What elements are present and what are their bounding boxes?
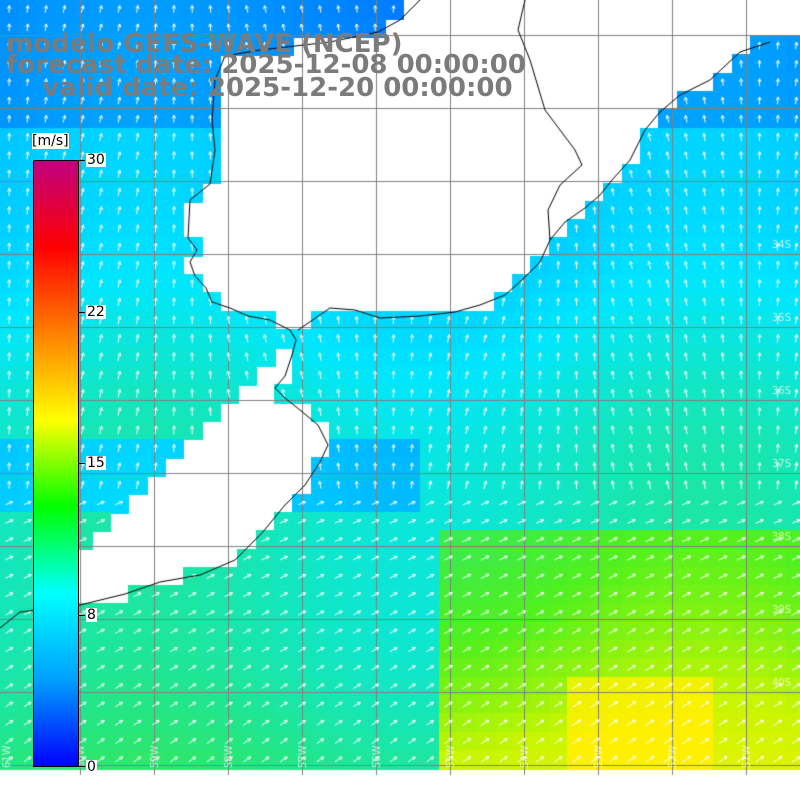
colorbar-tick [79, 463, 85, 464]
colorbar-tick-label: 8 [86, 607, 97, 623]
colorbar-tick-label: 15 [86, 455, 106, 471]
colorbar-tick [79, 766, 85, 767]
colorbar-tick-label: 22 [86, 304, 106, 320]
colorbar-tick [79, 160, 85, 161]
colorbar-tick [79, 312, 85, 313]
colorbar-tick [79, 615, 85, 616]
forecast-date: forecast date: 2025-12-08 00:00:00 [6, 50, 526, 80]
colorbar-tick-label: 0 [86, 759, 97, 775]
model-title: modelo GEFS-WAVE (NCEP) [6, 29, 403, 59]
valid-date: valid date: 2025-12-20 00:00:00 [6, 73, 513, 103]
colorbar-tick-label: 30 [86, 152, 106, 168]
colorbar-unit: [m/s] [32, 133, 69, 149]
colorbar [33, 160, 79, 767]
